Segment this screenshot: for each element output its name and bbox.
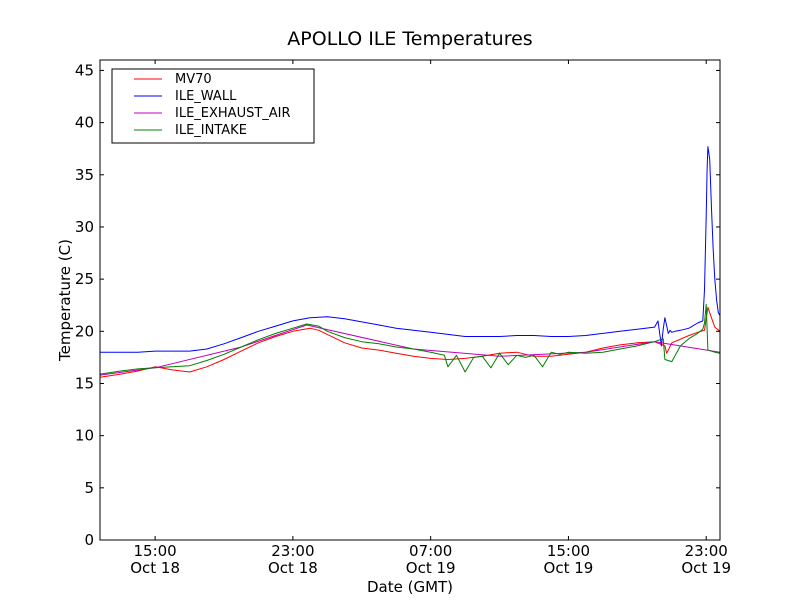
chart-title: APOLLO ILE Temperatures [287, 28, 532, 50]
x-tick-label-time: 15:00 [547, 542, 590, 560]
series-group [100, 146, 720, 378]
series-line-mv70 [100, 306, 720, 378]
x-tick-label-date: Oct 19 [406, 559, 456, 577]
y-tick-label: 30 [75, 218, 94, 236]
y-tick-label: 0 [84, 531, 94, 549]
x-tick-label-date: Oct 19 [681, 559, 731, 577]
x-tick-label-date: Oct 19 [544, 559, 594, 577]
series-line-ile-exhaust-air [100, 324, 720, 376]
y-tick-label: 10 [75, 427, 94, 445]
x-tick-label-time: 07:00 [409, 542, 452, 560]
y-tick-label: 20 [75, 322, 94, 340]
legend-box [111, 68, 315, 144]
legend-label: ILE_EXHAUST_AIR [175, 106, 291, 121]
legend-label: ILE_WALL [175, 89, 237, 104]
y-tick-label: 5 [84, 479, 94, 497]
x-tick-label-time: 15:00 [133, 542, 176, 560]
y-tick-label: 25 [75, 270, 94, 288]
x-axis-label: Date (GMT) [367, 578, 453, 596]
y-tick-label: 15 [75, 374, 94, 392]
x-tick-label-date: Oct 18 [268, 559, 318, 577]
legend: MV70 ILE_WALL ILE_EXHAUST_AIR ILE_INTAKE [111, 68, 315, 144]
legend-label: ILE_INTAKE [175, 123, 247, 138]
y-tick-label: 40 [75, 114, 94, 132]
x-tick-label-time: 23:00 [685, 542, 728, 560]
x-tick-label-time: 23:00 [271, 542, 314, 560]
series-line-ile-intake [100, 303, 720, 375]
y-tick-label: 35 [75, 166, 94, 184]
series-line-ile-wall [100, 146, 720, 353]
y-tick-label: 45 [75, 61, 94, 79]
legend-label: MV70 [175, 72, 212, 87]
plot-frame [99, 59, 721, 541]
x-tick-label-date: Oct 18 [130, 559, 180, 577]
y-axis-label: Temperature (C) [56, 239, 74, 362]
